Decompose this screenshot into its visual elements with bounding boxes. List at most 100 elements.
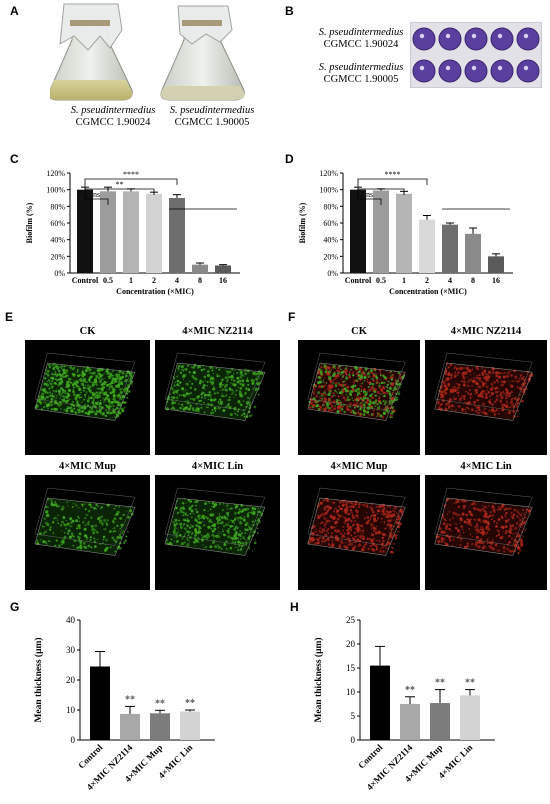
well-highlight — [497, 33, 503, 39]
biofilm-base — [35, 498, 135, 556]
chart-d-biofilm: 0% 20% 40% 60% 80% 100% 120% Biofilm (%) Control… — [298, 169, 513, 296]
biofilm-dots — [308, 363, 406, 419]
well-highlight — [419, 33, 425, 39]
y-axis-label: Biofilm (%) — [25, 202, 34, 243]
well-highlight — [419, 65, 425, 71]
strain-id: CGMCC 1.90024 — [323, 39, 399, 50]
clsm-image-e-lin — [155, 475, 280, 590]
bar — [350, 189, 366, 273]
bbox-edge — [34, 497, 48, 545]
bbox-edge — [164, 408, 246, 421]
clsm-e-label-ck: CK — [79, 326, 96, 337]
panel-letter-c: C — [10, 152, 19, 166]
clsm-image-e-ck — [25, 340, 150, 455]
well-highlight — [471, 33, 477, 39]
significance-label: ** — [405, 685, 415, 696]
flask-2-caption: S. pseudintermedius CGMCC 1.90005 — [157, 105, 267, 129]
clsm-f-label-ck: CK — [351, 326, 367, 337]
flask-photo — [50, 3, 245, 101]
bracket-label: **** — [123, 170, 139, 179]
y-tick-label: 80% — [323, 202, 338, 211]
y-tick-label: 40% — [323, 236, 338, 245]
plate-well — [464, 59, 488, 83]
well-highlight — [445, 65, 451, 71]
x-tick-label: 2 — [425, 276, 429, 285]
y-tick-label: 10 — [346, 687, 356, 697]
microplate-photo — [410, 22, 542, 88]
bar — [100, 191, 116, 273]
bar — [192, 264, 208, 273]
bbox-edge — [114, 507, 136, 556]
well-highlight — [471, 65, 477, 71]
bbox-edge — [434, 543, 513, 556]
x-tick-label: 0.5 — [376, 276, 386, 285]
y-tick-label: 20 — [346, 639, 356, 649]
bar — [169, 198, 185, 273]
strain-id: CGMCC 1.90005 — [323, 74, 399, 85]
y-tick-label: 120% — [319, 169, 338, 178]
bbox-edge — [307, 362, 321, 410]
plate-well — [464, 27, 488, 51]
y-tick-label: 25 — [346, 615, 356, 625]
y-tick-label: 0 — [351, 735, 356, 745]
bracket-label: ns — [93, 190, 100, 199]
y-tick-label: 20 — [66, 675, 76, 685]
clsm-f-label-lin: 4×MIC Lin — [460, 461, 512, 472]
y-tick-label: 60% — [50, 219, 65, 228]
y-tick-label: 120% — [46, 169, 65, 178]
bbox-edge — [319, 497, 406, 508]
bar — [146, 193, 162, 273]
bar — [215, 265, 231, 273]
y-tick-label: 20% — [50, 252, 65, 261]
clsm-f-label-nz2114: 4×MIC NZ2114 — [450, 326, 522, 337]
y-axis-label: Mean thickness (μm) — [313, 637, 324, 722]
bbox-edge — [307, 497, 321, 545]
flask-1 — [50, 3, 133, 101]
x-tick-label: 0.5 — [103, 276, 113, 285]
bbox-edge — [34, 362, 48, 410]
bar — [465, 233, 481, 273]
bbox-edge — [385, 507, 406, 556]
significance-label: ** — [435, 678, 445, 689]
well-highlight — [497, 65, 503, 71]
y-axis-label: Biofilm (%) — [298, 202, 307, 243]
bracket-label: ** — [116, 180, 124, 189]
y-tick-label: 60% — [323, 219, 338, 228]
biofilm-dots — [436, 362, 534, 418]
chart-c-biofilm: 0% 20% 40% 60% 80% 100% 120% Biofilm (%) Control… — [25, 169, 240, 296]
clsm-e-label-mup: 4×MIC Mup — [58, 461, 117, 472]
clsm-f-label-mup: 4×MIC Mup — [330, 461, 388, 472]
bar — [442, 224, 458, 273]
flask-2 — [160, 5, 245, 101]
bbox-edge — [446, 362, 533, 373]
flask-1-caption: S. pseudintermedius CGMCC 1.90024 — [58, 105, 168, 129]
bbox-edge — [47, 497, 136, 508]
plate-well — [438, 27, 462, 51]
bracket-label: ns — [366, 190, 373, 199]
panel-letter-e: E — [5, 310, 14, 324]
y-tick-label: 40% — [50, 236, 65, 245]
panel-letter-h: H — [290, 600, 299, 614]
x-tick-label: 16 — [219, 276, 227, 285]
plate-well — [516, 27, 540, 51]
panel-letter-g: G — [10, 600, 20, 614]
clsm-e-label-lin: 4×MIC Lin — [191, 461, 244, 472]
species-name: S. pseudintermedius — [318, 62, 404, 73]
bar — [400, 704, 420, 740]
biofilm-dots — [435, 497, 532, 555]
biofilm-dots — [165, 364, 264, 418]
bbox-edge — [164, 497, 178, 545]
x-tick-label: 8 — [198, 276, 202, 285]
x-tick-label: 4 — [175, 276, 179, 285]
bbox-edge — [512, 372, 533, 421]
bar — [460, 695, 480, 740]
y-tick-label: 10 — [66, 705, 76, 715]
x-tick-label: Control — [76, 742, 105, 771]
species-name: S. pseudintermedius — [318, 27, 404, 38]
bbox-edge — [244, 507, 266, 556]
x-tick-label: 1 — [402, 276, 406, 285]
y-tick-label: 30 — [66, 645, 76, 655]
significance-label: ** — [465, 678, 475, 689]
